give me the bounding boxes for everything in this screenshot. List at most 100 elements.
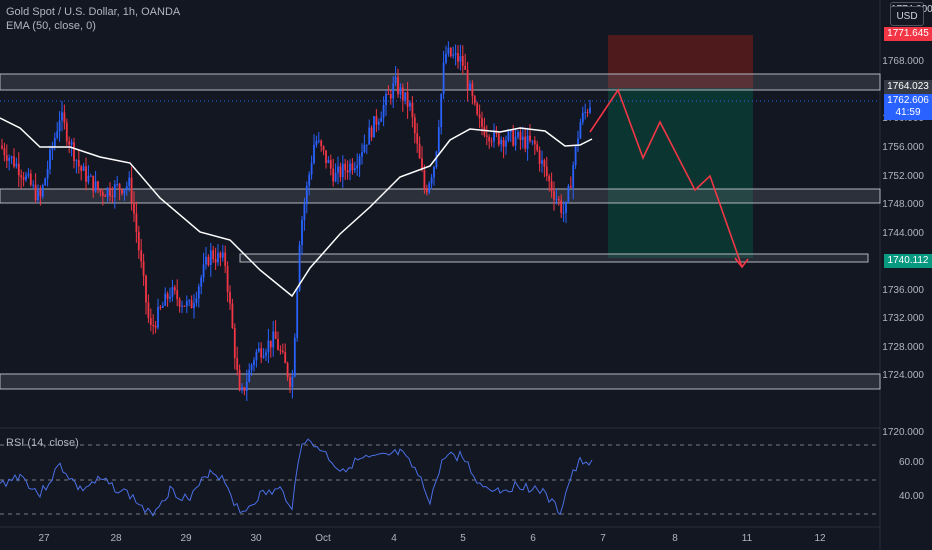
time-tick: Oct xyxy=(315,533,331,544)
candle-body xyxy=(157,307,159,328)
take-profit-zone xyxy=(608,88,753,258)
candle-body xyxy=(3,148,6,156)
candle-body xyxy=(387,93,390,95)
candle-body xyxy=(243,387,246,391)
candle-body xyxy=(149,318,152,325)
candle-body xyxy=(409,102,411,107)
candle-body xyxy=(5,155,8,161)
candle-body xyxy=(555,199,558,201)
candle-body xyxy=(61,112,63,121)
candle-body xyxy=(533,140,536,145)
candle-body xyxy=(164,293,167,306)
time-tick: 7 xyxy=(600,533,606,544)
candle-body xyxy=(195,298,198,304)
candle-body xyxy=(202,264,205,278)
candle-body xyxy=(49,149,51,170)
time-tick: 29 xyxy=(180,533,192,544)
candle-body xyxy=(425,189,428,193)
candle-body xyxy=(56,131,59,138)
candle-body xyxy=(29,173,32,185)
candle-body xyxy=(349,163,351,173)
candle-body xyxy=(370,127,373,138)
price-tick: 1756.000 xyxy=(882,142,924,153)
candle-body xyxy=(581,112,584,123)
candle-body xyxy=(457,53,459,62)
candle-body xyxy=(10,156,13,158)
candle-body xyxy=(8,157,11,161)
candle-body xyxy=(569,186,572,188)
candle-body xyxy=(543,160,546,167)
candle-body xyxy=(274,331,277,339)
candle-body xyxy=(217,252,219,263)
candle-body xyxy=(473,96,476,104)
candle-body xyxy=(154,325,157,328)
candle-body xyxy=(212,250,215,260)
candle-body xyxy=(147,302,150,319)
candle-body xyxy=(560,200,563,213)
candle-body xyxy=(284,352,287,364)
time-tick: 5 xyxy=(460,533,466,544)
candle-body xyxy=(140,250,143,262)
candle-body xyxy=(113,184,116,198)
symbol-legend[interactable]: Gold Spot / U.S. Dollar, 1h, OANDA xyxy=(6,6,181,18)
rsi-legend[interactable]: RSI (14, close) xyxy=(6,437,79,449)
candle-body xyxy=(80,166,83,171)
candle-body xyxy=(37,190,39,201)
candle-body xyxy=(245,381,248,391)
candle-body xyxy=(553,191,555,200)
candle-body xyxy=(305,185,308,205)
candle-body xyxy=(512,130,515,146)
candle-body xyxy=(586,111,589,113)
price-tick: 1748.000 xyxy=(882,199,924,210)
candle-body xyxy=(303,204,306,220)
candle-body xyxy=(365,144,368,146)
candle-body xyxy=(565,201,567,213)
candle-body xyxy=(298,244,301,291)
time-tick: 8 xyxy=(672,533,678,544)
candle-body xyxy=(255,351,258,361)
candle-body xyxy=(356,165,359,169)
candle-body xyxy=(20,175,23,178)
ema-line xyxy=(0,117,593,298)
time-tick: 30 xyxy=(250,533,262,544)
candle-body xyxy=(351,163,354,171)
candle-body xyxy=(327,160,330,163)
candle-body xyxy=(161,305,164,308)
candle-body xyxy=(464,65,467,70)
candle-body xyxy=(51,147,54,150)
candle-body xyxy=(171,287,174,297)
candle-body xyxy=(111,196,114,198)
candle-body xyxy=(301,219,303,245)
candle-body xyxy=(341,163,344,178)
candle-body xyxy=(361,152,363,157)
candle-body xyxy=(497,133,500,145)
candle-body xyxy=(224,252,227,267)
price-tick: 1728.000 xyxy=(882,342,924,353)
ema-legend[interactable]: EMA (50, close, 0) xyxy=(6,20,96,32)
candle-body xyxy=(536,144,539,151)
candle-body xyxy=(221,252,224,258)
candle-body xyxy=(310,163,313,175)
candle-body xyxy=(82,166,85,171)
currency-badge[interactable]: USD xyxy=(890,6,924,26)
candle-body xyxy=(58,120,61,132)
candle-body xyxy=(308,174,311,186)
candle-body xyxy=(517,132,519,137)
candle-body xyxy=(440,94,443,128)
candle-body xyxy=(524,136,527,149)
candle-body xyxy=(385,93,387,106)
candle-body xyxy=(92,175,95,192)
candle-body xyxy=(260,348,263,358)
candle-body xyxy=(337,166,339,173)
candle-body xyxy=(166,293,169,299)
candle-body xyxy=(1,145,3,149)
countdown-tag: 41:59 xyxy=(884,106,932,120)
candle-body xyxy=(469,83,471,90)
candle-body xyxy=(344,163,347,171)
candle-body xyxy=(322,146,325,151)
candle-body xyxy=(507,131,510,141)
support-resistance-zone xyxy=(0,188,881,204)
candle-body xyxy=(577,138,579,146)
